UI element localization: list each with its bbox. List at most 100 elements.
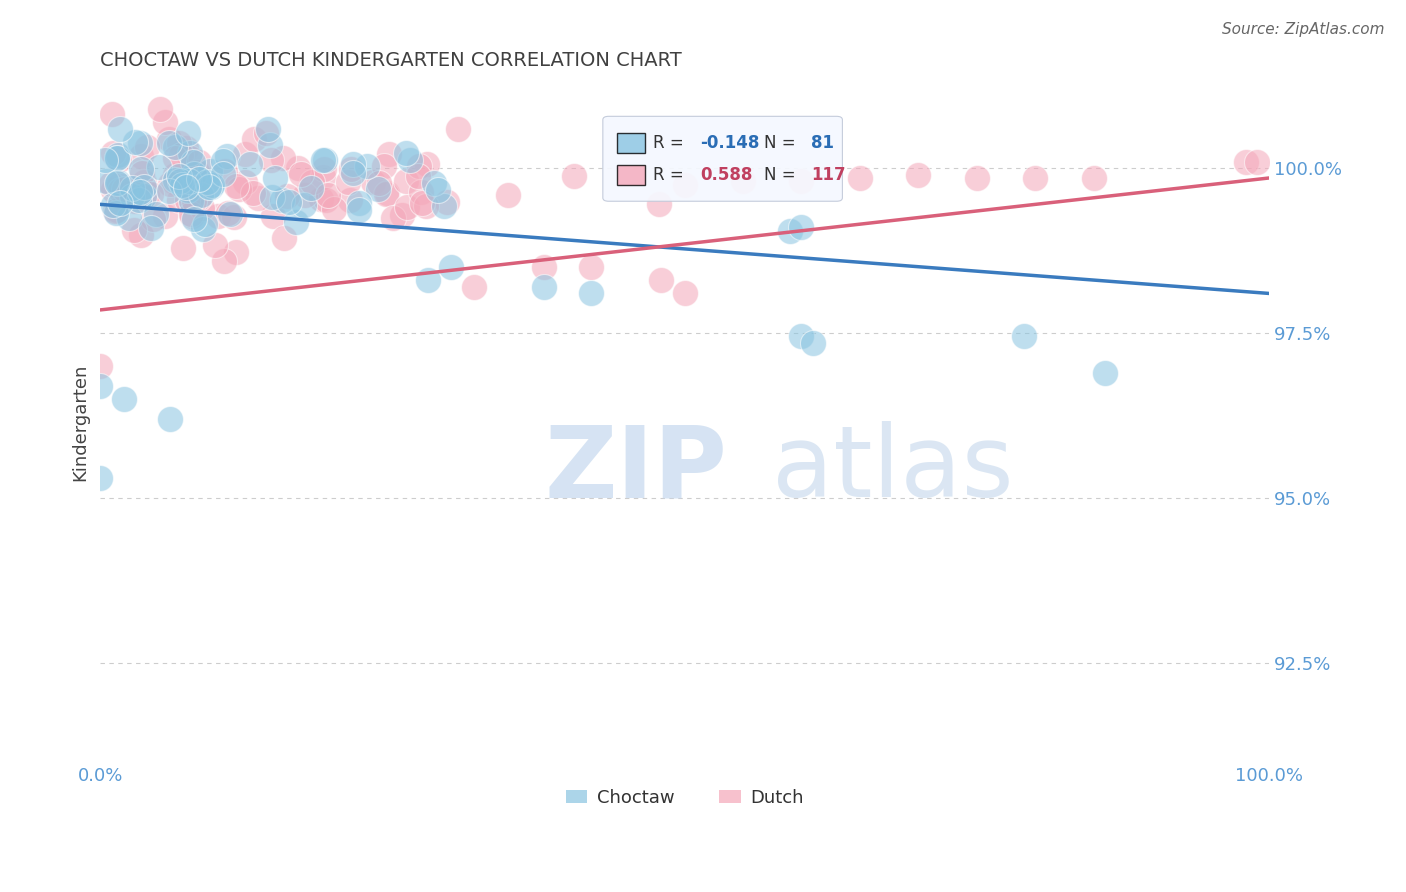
Point (433, 199, 456, 213)
Point (129, 149, 152, 163)
Point (149, 102, 172, 116)
Y-axis label: Kindergarten: Kindergarten (72, 363, 89, 481)
Point (1024, 171, 1046, 186)
Point (100, 178, 122, 192)
Point (110, 196, 132, 211)
Point (132, 180, 155, 194)
Point (648, 197, 671, 211)
Point (217, 206, 239, 220)
Point (301, 175, 323, 189)
Point (218, 206, 240, 220)
Point (204, 238, 226, 252)
Text: 117: 117 (811, 167, 845, 185)
Point (260, 189, 283, 203)
Point (361, 175, 384, 189)
Point (112, 392, 135, 406)
Text: N =: N = (763, 134, 796, 152)
Point (342, 157, 364, 171)
Point (259, 137, 281, 152)
Point (89, 378, 111, 392)
Point (170, 147, 193, 161)
Point (135, 140, 157, 154)
Point (356, 159, 378, 173)
Point (373, 159, 395, 173)
Point (562, 169, 585, 184)
Point (533, 260, 555, 274)
Point (215, 149, 238, 163)
Point (107, 178, 129, 193)
Point (105, 151, 128, 165)
Point (132, 189, 155, 203)
Point (169, 174, 191, 188)
Point (440, 260, 463, 274)
Point (801, 335, 824, 350)
Legend: Choctaw, Dutch: Choctaw, Dutch (558, 781, 811, 814)
Point (271, 193, 294, 207)
Point (496, 187, 519, 202)
Point (191, 221, 214, 235)
Point (673, 286, 696, 301)
Point (228, 182, 250, 196)
Text: R =: R = (654, 134, 683, 152)
Point (105, 176, 128, 190)
Point (94, 174, 117, 188)
Point (411, 195, 433, 210)
Point (153, 209, 176, 223)
Point (118, 211, 141, 225)
Point (579, 286, 602, 301)
Point (121, 188, 143, 202)
Point (239, 157, 262, 171)
Point (315, 193, 337, 207)
Point (163, 175, 186, 189)
Point (105, 151, 128, 165)
Point (233, 176, 256, 190)
Point (277, 194, 299, 209)
Point (416, 273, 439, 287)
Point (174, 141, 197, 155)
Point (108, 183, 131, 197)
Point (157, 185, 180, 199)
Point (427, 183, 450, 197)
Point (779, 224, 801, 238)
FancyBboxPatch shape (617, 164, 645, 185)
Point (181, 154, 204, 169)
Point (142, 212, 165, 227)
Point (112, 182, 135, 196)
Point (165, 172, 187, 186)
Point (89, 471, 111, 485)
Point (790, 220, 813, 235)
Point (409, 186, 432, 200)
Point (183, 194, 205, 209)
Point (290, 167, 312, 181)
Point (176, 183, 198, 197)
Point (159, 136, 181, 150)
Point (129, 228, 152, 243)
Point (108, 121, 131, 136)
Point (167, 172, 190, 186)
Point (141, 186, 163, 201)
Point (447, 121, 470, 136)
Point (1012, 329, 1035, 343)
Text: 81: 81 (811, 134, 834, 152)
Point (167, 174, 190, 188)
Point (101, 183, 124, 197)
Point (367, 182, 389, 196)
Point (259, 153, 281, 167)
Point (378, 147, 401, 161)
Point (311, 153, 333, 167)
Point (172, 241, 194, 255)
Point (416, 157, 439, 171)
Point (169, 169, 191, 183)
Text: Source: ZipAtlas.com: Source: ZipAtlas.com (1222, 22, 1385, 37)
Point (408, 159, 430, 173)
Point (139, 221, 162, 235)
Point (183, 212, 205, 227)
Point (579, 260, 602, 274)
Point (128, 193, 150, 207)
Point (107, 148, 129, 162)
Point (200, 180, 222, 194)
Point (254, 126, 277, 140)
Point (790, 329, 813, 343)
Point (309, 192, 332, 206)
Point (124, 223, 146, 237)
